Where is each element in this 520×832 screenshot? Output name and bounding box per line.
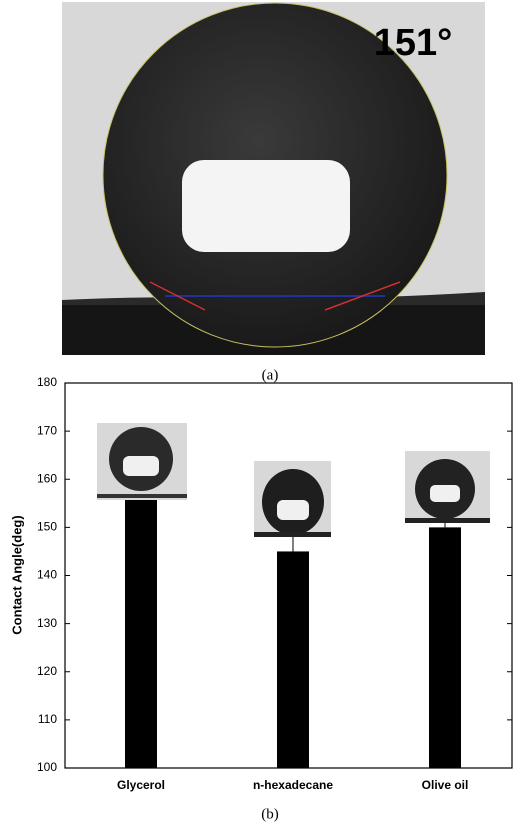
y-tick-label: 110 xyxy=(38,712,57,726)
caption: (b) xyxy=(261,806,279,822)
bar xyxy=(429,527,461,768)
angle-label: 151° xyxy=(374,22,453,64)
y-tick-label: 100 xyxy=(37,760,57,774)
x-tick-label: Glycerol xyxy=(117,778,165,792)
figure: 151° (a) Contact Angle(deg) (b) 100 110 12… xyxy=(0,0,520,832)
bar xyxy=(277,551,309,768)
inset-photo xyxy=(254,461,331,537)
caption: (a) xyxy=(262,367,279,383)
y-tick-label: 150 xyxy=(37,520,57,534)
y-tick-label: 120 xyxy=(37,664,57,678)
x-tick-label: Olive oil xyxy=(422,778,469,792)
bar xyxy=(125,499,157,769)
inset-photo xyxy=(405,451,490,523)
y-tick-label: 130 xyxy=(37,616,57,630)
droplet-photo: 151° xyxy=(62,2,485,355)
y-tick-label: 170 xyxy=(37,423,57,437)
y-tick-label: 140 xyxy=(37,568,57,582)
x-tick-label: n-hexadecane xyxy=(253,778,333,792)
inset-photo xyxy=(97,423,187,500)
bar-chart: Contact Angle(deg) (b) 100 110 120 130 140 15… xyxy=(9,375,512,822)
y-tick-label: 160 xyxy=(37,471,57,485)
y-tick-label: 180 xyxy=(37,375,57,389)
y-axis-label: Contact Angle(deg) xyxy=(9,515,24,634)
